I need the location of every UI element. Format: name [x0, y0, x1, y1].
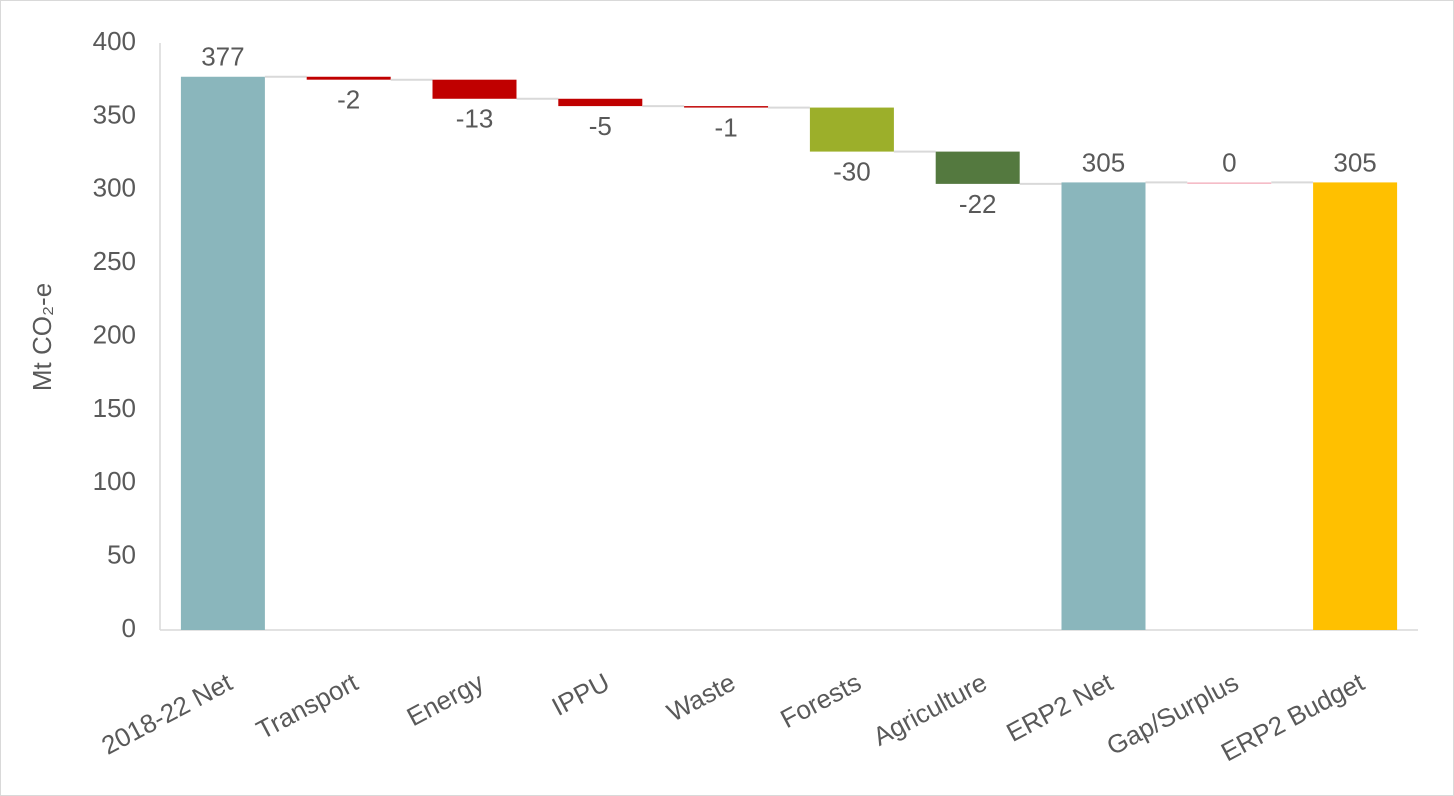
bar [935, 151, 1020, 184]
value-label: 0 [1222, 147, 1236, 177]
value-label: -30 [833, 156, 871, 186]
bar [558, 98, 643, 107]
value-label: 377 [201, 42, 244, 72]
y-tick-label: 300 [93, 173, 136, 203]
bar [306, 76, 391, 80]
y-tick-label: 250 [93, 246, 136, 276]
y-tick-label: 50 [107, 540, 136, 570]
value-label: -13 [456, 104, 494, 134]
y-tick-label: 350 [93, 99, 136, 129]
value-label: 305 [1333, 147, 1376, 177]
value-label: -22 [959, 189, 997, 219]
bar [809, 107, 894, 152]
bar [1061, 182, 1146, 630]
bar [684, 106, 769, 108]
value-label: -5 [589, 111, 612, 141]
y-tick-label: 100 [93, 466, 136, 496]
y-axis-title: Mt CO₂-e [27, 283, 57, 391]
bar [1187, 182, 1272, 184]
value-label: 305 [1082, 147, 1125, 177]
value-label: -1 [715, 112, 738, 142]
bar [1313, 182, 1398, 630]
y-tick-label: 0 [122, 613, 136, 643]
y-tick-label: 150 [93, 393, 136, 423]
bar [180, 76, 265, 630]
y-tick-label: 200 [93, 319, 136, 349]
y-tick-label: 400 [93, 26, 136, 56]
bar [432, 79, 517, 99]
value-label: -2 [337, 85, 360, 115]
